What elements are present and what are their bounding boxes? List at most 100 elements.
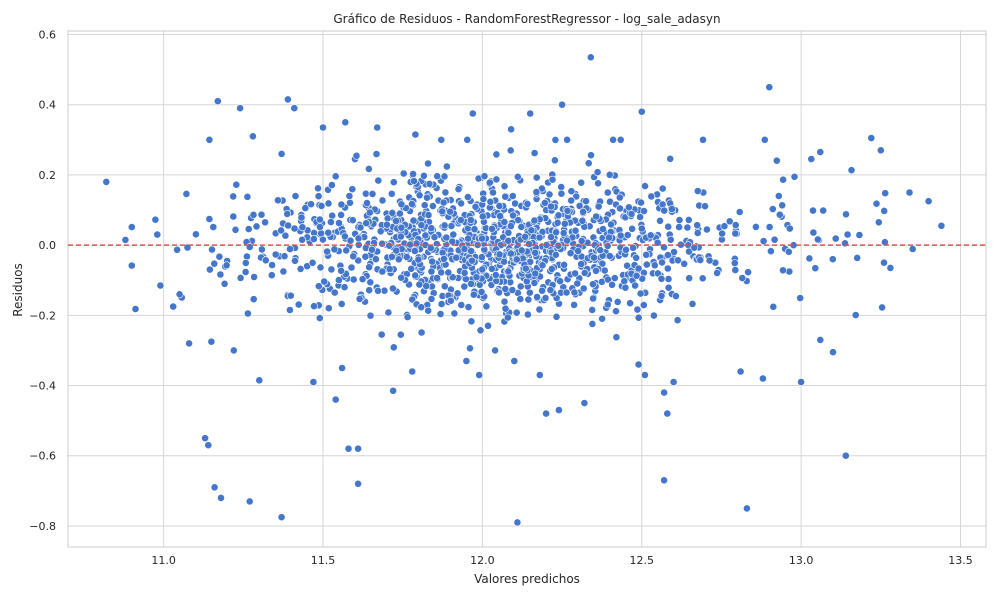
y-tick-label: −0.6: [29, 450, 56, 463]
data-point: [851, 311, 860, 319]
data-point: [546, 286, 555, 294]
data-point: [280, 252, 289, 261]
data-point: [731, 229, 740, 238]
data-point: [424, 159, 432, 168]
data-point: [784, 247, 793, 256]
data-point: [471, 202, 480, 211]
data-point: [640, 207, 648, 215]
data-point: [387, 189, 396, 198]
data-point: [796, 294, 805, 302]
data-point: [478, 212, 487, 221]
data-point: [855, 231, 864, 239]
data-point: [634, 264, 643, 273]
data-point: [587, 151, 595, 160]
data-point: [284, 221, 292, 230]
data-point: [366, 278, 375, 287]
data-point: [730, 259, 739, 267]
data-point: [495, 288, 503, 297]
data-point: [558, 100, 566, 109]
data-point: [453, 289, 462, 298]
data-point: [315, 314, 324, 322]
data-point: [314, 192, 323, 201]
data-point: [680, 259, 689, 268]
data-point: [674, 256, 682, 265]
data-point: [457, 199, 465, 208]
data-point: [612, 307, 620, 316]
data-point: [402, 252, 411, 261]
data-point: [392, 246, 401, 255]
data-point: [308, 258, 317, 267]
data-point: [590, 253, 598, 262]
data-point: [841, 451, 850, 460]
data-point: [693, 229, 702, 237]
data-point: [589, 294, 597, 303]
data-point: [210, 259, 219, 268]
data-point: [408, 367, 417, 376]
data-point: [632, 253, 641, 262]
data-point: [765, 83, 774, 92]
data-point: [816, 148, 825, 156]
data-point: [752, 222, 760, 231]
data-point: [291, 256, 299, 265]
data-point: [356, 223, 365, 232]
data-point: [437, 300, 446, 308]
data-point: [668, 205, 676, 213]
data-point: [428, 257, 437, 266]
data-point: [271, 250, 280, 259]
data-point: [403, 313, 412, 321]
data-point: [605, 252, 614, 260]
data-point: [324, 199, 333, 208]
data-point: [489, 188, 497, 197]
x-tick-label: 13.0: [789, 554, 814, 567]
data-point: [301, 204, 310, 212]
data-point: [396, 232, 405, 241]
data-point: [326, 218, 335, 226]
data-point: [368, 189, 377, 198]
data-point: [484, 321, 492, 330]
data-point: [477, 253, 486, 262]
data-point: [627, 210, 636, 218]
data-point: [338, 364, 346, 372]
data-point: [331, 172, 340, 181]
data-point: [372, 150, 381, 158]
data-point: [392, 217, 400, 225]
data-point: [831, 234, 840, 243]
data-point: [527, 226, 536, 235]
data-point: [738, 274, 747, 282]
data-point: [500, 297, 509, 306]
data-point: [579, 284, 588, 293]
data-point: [616, 231, 625, 240]
data-point: [466, 216, 475, 224]
data-point: [314, 184, 322, 193]
data-point: [495, 250, 504, 259]
data-point: [229, 212, 238, 221]
data-point: [813, 235, 822, 244]
data-point: [462, 357, 471, 365]
data-point: [639, 301, 648, 309]
data-point: [603, 300, 612, 309]
data-point: [616, 135, 625, 144]
data-point: [594, 202, 603, 211]
data-point: [937, 221, 946, 230]
data-point: [675, 216, 684, 224]
data-point: [684, 215, 693, 224]
data-point: [389, 178, 398, 187]
data-point: [698, 274, 707, 283]
data-point: [563, 206, 572, 215]
data-point: [632, 271, 641, 280]
data-point: [397, 223, 406, 232]
data-point: [506, 249, 515, 258]
y-tick-label: −0.2: [29, 309, 56, 322]
data-point: [594, 179, 602, 188]
data-point: [553, 218, 562, 227]
data-point: [384, 308, 393, 317]
data-point: [249, 295, 258, 304]
y-tick-label: 0.2: [39, 169, 57, 182]
data-point: [688, 299, 697, 308]
data-point: [411, 130, 420, 139]
data-point: [387, 252, 396, 261]
data-point: [488, 224, 496, 233]
data-point: [621, 283, 630, 292]
y-axis-label: Residuos: [11, 263, 25, 317]
data-point: [371, 255, 380, 264]
